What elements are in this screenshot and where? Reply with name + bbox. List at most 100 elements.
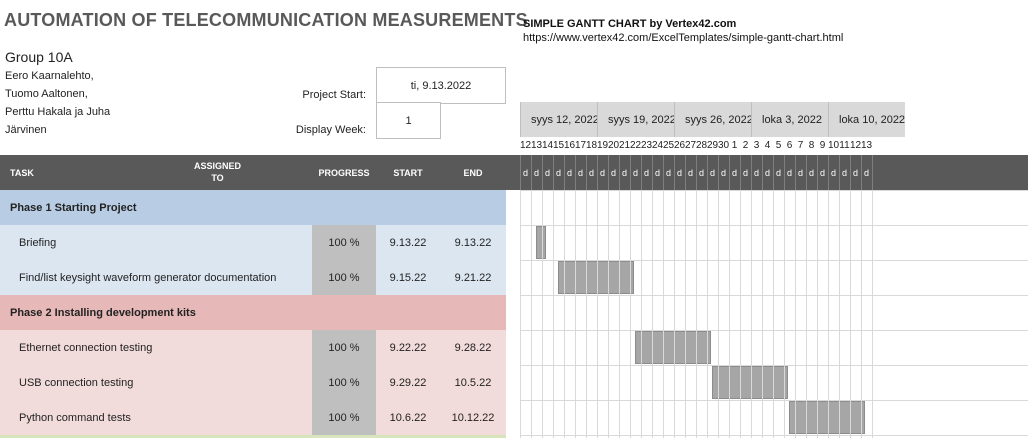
- day-number: 25: [663, 140, 675, 151]
- task-row[interactable]: Python command tests 100 % 10.6.22 10.12.22: [0, 400, 506, 435]
- day-letter: d: [654, 168, 660, 178]
- header-day-divider: [575, 155, 576, 190]
- day-number: 9: [819, 140, 826, 151]
- task-row[interactable]: Briefing 100 % 9.13.22 9.13.22: [0, 225, 506, 260]
- header-day-divider: [795, 155, 796, 190]
- grid-vline: [531, 190, 532, 438]
- day-letter: d: [599, 168, 605, 178]
- day-number: 26: [674, 140, 686, 151]
- grid-vline: [707, 190, 708, 438]
- grid-vline: [586, 190, 587, 438]
- header-day-divider: [817, 155, 818, 190]
- gantt-bar[interactable]: [536, 226, 546, 259]
- grid-hline: [520, 435, 1028, 436]
- grid-vline: [817, 190, 818, 438]
- gantt-bar[interactable]: [558, 261, 634, 294]
- start-date-cell[interactable]: 9.15.22: [389, 271, 427, 284]
- grid-vline: [520, 190, 521, 438]
- task-row[interactable]: Ethernet connection testing 100 % 9.22.22 9…: [0, 330, 506, 365]
- grid-vline: [839, 190, 840, 438]
- start-date-cell[interactable]: 9.29.22: [389, 376, 427, 389]
- header-day-divider: [564, 155, 565, 190]
- day-letter: d: [555, 168, 561, 178]
- task-row[interactable]: Find/list keysight waveform generator do…: [0, 260, 506, 295]
- end-date-cell[interactable]: 9.21.22: [454, 271, 492, 284]
- grid-vline: [872, 190, 873, 438]
- end-date-cell[interactable]: 10.5.22: [454, 376, 492, 389]
- grid-vline: [718, 190, 719, 438]
- week-label: loka 3, 2022: [751, 102, 828, 137]
- project-start-label: Project Start:: [302, 89, 366, 101]
- day-letter: d: [533, 168, 539, 178]
- start-date-cell[interactable]: 10.6.22: [389, 411, 427, 424]
- project-start-field[interactable]: ti, 9.13.2022: [376, 67, 506, 104]
- grid-vline: [795, 190, 796, 438]
- end-date-cell[interactable]: 9.28.22: [454, 341, 492, 354]
- header-day-divider: [740, 155, 741, 190]
- grid-vline: [553, 190, 554, 438]
- day-letter: d: [808, 168, 814, 178]
- start-date-cell[interactable]: 9.13.22: [389, 236, 427, 249]
- day-letter: d: [610, 168, 616, 178]
- progress-cell[interactable]: 100 %: [312, 365, 376, 400]
- day-letter: d: [632, 168, 638, 178]
- grid-vline: [608, 190, 609, 438]
- member-3: Perttu Hakala ja Juha: [5, 106, 111, 118]
- grid-hline: [520, 330, 1028, 331]
- week-label: syys 12, 2022: [520, 102, 597, 137]
- day-number: 3: [753, 140, 760, 151]
- grid-hline: [520, 365, 1028, 366]
- day-number: 12: [520, 140, 532, 151]
- task-label: Python command tests: [19, 411, 131, 424]
- day-letter: d: [643, 168, 649, 178]
- day-letter: d: [566, 168, 572, 178]
- day-number: 19: [597, 140, 609, 151]
- task-label: Find/list keysight waveform generator do…: [19, 271, 277, 284]
- day-letter: d: [522, 168, 528, 178]
- end-date-cell[interactable]: 9.13.22: [454, 236, 492, 249]
- header-day-divider: [663, 155, 664, 190]
- grid-vline: [597, 190, 598, 438]
- day-number: 11: [839, 140, 850, 151]
- day-letter: d: [786, 168, 792, 178]
- day-letter: d: [742, 168, 748, 178]
- day-number: 14: [542, 140, 554, 151]
- day-letter: d: [665, 168, 671, 178]
- gantt-bar[interactable]: [712, 366, 788, 399]
- gantt-bar[interactable]: [789, 401, 865, 434]
- progress-cell[interactable]: 100 %: [312, 225, 376, 260]
- end-date-cell[interactable]: 10.12.22: [451, 411, 495, 424]
- header-day-divider: [839, 155, 840, 190]
- header-day-divider: [619, 155, 620, 190]
- member-4: Järvinen: [5, 124, 47, 136]
- day-number: 21: [619, 140, 631, 151]
- gantt-bar[interactable]: [635, 331, 711, 364]
- day-number: 16: [564, 140, 576, 151]
- phase-row[interactable]: Phase 2 Installing development kits: [0, 295, 506, 330]
- start-date-cell[interactable]: 9.22.22: [389, 341, 427, 354]
- gantt-title: SIMPLE GANTT CHART by Vertex42.com: [523, 18, 737, 30]
- task-row[interactable]: USB connection testing 100 % 9.29.22 10.5.2…: [0, 365, 506, 400]
- day-letter: d: [731, 168, 737, 178]
- day-number: 2: [742, 140, 749, 151]
- task-label: Ethernet connection testing: [19, 341, 153, 354]
- grid-vline: [564, 190, 565, 438]
- header-day-divider: [652, 155, 653, 190]
- gantt-url[interactable]: https://www.vertex42.com/ExcelTemplates/…: [523, 32, 844, 44]
- display-week-field[interactable]: 1: [376, 102, 441, 139]
- progress-cell[interactable]: 100 %: [312, 260, 376, 295]
- grid-vline: [542, 190, 543, 438]
- day-number: 7: [797, 140, 804, 151]
- header-day-divider: [542, 155, 543, 190]
- header-day-divider: [872, 155, 873, 190]
- day-letter: d: [588, 168, 594, 178]
- day-number: 1: [731, 140, 738, 151]
- day-number: 27: [685, 140, 697, 151]
- grid-vline: [751, 190, 752, 438]
- grid-vline: [641, 190, 642, 438]
- phase-row[interactable]: Phase 1 Starting Project: [0, 190, 506, 225]
- progress-cell[interactable]: 100 %: [312, 330, 376, 365]
- progress-cell[interactable]: 100 %: [312, 400, 376, 435]
- day-number: 30: [718, 140, 730, 151]
- day-number: 24: [652, 140, 664, 151]
